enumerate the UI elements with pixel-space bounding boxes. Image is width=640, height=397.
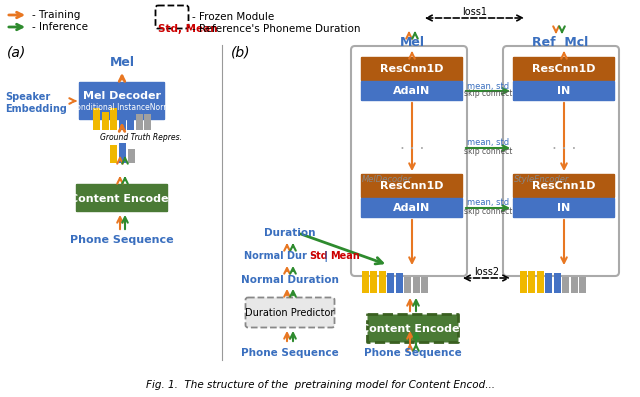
Bar xyxy=(127,110,134,130)
FancyBboxPatch shape xyxy=(362,198,463,218)
FancyBboxPatch shape xyxy=(367,314,458,343)
FancyBboxPatch shape xyxy=(77,185,168,212)
FancyBboxPatch shape xyxy=(513,198,614,218)
Bar xyxy=(144,114,151,130)
Text: Duration Predictor: Duration Predictor xyxy=(245,308,335,318)
Text: · · ·: · · · xyxy=(400,143,424,158)
Text: mean, std: mean, std xyxy=(467,198,509,208)
FancyBboxPatch shape xyxy=(351,46,467,276)
Text: - Training: - Training xyxy=(32,10,81,20)
Text: Phone Sequence: Phone Sequence xyxy=(70,235,174,245)
FancyBboxPatch shape xyxy=(362,58,463,81)
Bar xyxy=(563,277,569,293)
Text: |: | xyxy=(321,251,332,262)
Bar xyxy=(118,110,125,130)
FancyBboxPatch shape xyxy=(362,81,463,100)
FancyBboxPatch shape xyxy=(513,175,614,197)
Text: - Frozen Module: - Frozen Module xyxy=(192,12,275,22)
Text: ResCnn1D: ResCnn1D xyxy=(380,181,444,191)
Text: Std, Mean: Std, Mean xyxy=(158,24,218,34)
Text: skip connect: skip connect xyxy=(464,206,512,216)
FancyBboxPatch shape xyxy=(156,6,189,29)
FancyBboxPatch shape xyxy=(362,175,463,197)
Text: Speaker
Embedding: Speaker Embedding xyxy=(5,92,67,114)
Text: MelDecoder: MelDecoder xyxy=(362,175,412,185)
Text: skip connect: skip connect xyxy=(464,89,512,98)
Text: mean, std: mean, std xyxy=(467,81,509,91)
Text: loss1: loss1 xyxy=(463,7,488,17)
Text: (b): (b) xyxy=(231,45,250,59)
Text: ResCnn1D: ResCnn1D xyxy=(532,64,596,74)
Bar xyxy=(413,277,420,293)
Bar xyxy=(118,143,125,163)
Text: Mel: Mel xyxy=(399,35,424,48)
Text: Content Encoder: Content Encoder xyxy=(70,194,174,204)
Text: - Reference's Phoneme Duration: - Reference's Phoneme Duration xyxy=(192,24,360,34)
Text: AdaIN: AdaIN xyxy=(394,203,431,213)
FancyBboxPatch shape xyxy=(503,46,619,276)
Bar xyxy=(396,273,403,293)
Text: - Inference: - Inference xyxy=(32,22,88,32)
Text: IN: IN xyxy=(557,86,571,96)
Text: Normal Dur ·: Normal Dur · xyxy=(244,251,317,261)
Text: Mean: Mean xyxy=(330,251,360,261)
Text: Conditional InstanceNorm.: Conditional InstanceNorm. xyxy=(71,102,173,112)
FancyBboxPatch shape xyxy=(513,58,614,81)
Bar xyxy=(371,271,377,293)
FancyBboxPatch shape xyxy=(79,83,164,119)
Bar xyxy=(110,108,117,130)
Bar xyxy=(379,271,386,293)
Text: StyleEncoder: StyleEncoder xyxy=(514,175,570,185)
Text: Content Encoder: Content Encoder xyxy=(361,324,465,334)
Text: · · ·: · · · xyxy=(552,143,576,158)
Bar xyxy=(404,277,412,293)
Text: Mel: Mel xyxy=(109,56,134,69)
Bar xyxy=(387,273,394,293)
Bar xyxy=(579,277,586,293)
Text: mean, std: mean, std xyxy=(467,139,509,148)
Bar xyxy=(127,149,134,163)
Text: Phone Sequence: Phone Sequence xyxy=(364,348,462,358)
Bar xyxy=(520,271,527,293)
Bar xyxy=(93,108,100,130)
Text: Ref  Mcl: Ref Mcl xyxy=(532,35,588,48)
Bar xyxy=(528,271,535,293)
Bar xyxy=(136,114,143,130)
Text: AdaIN: AdaIN xyxy=(394,86,431,96)
Text: ResCnn1D: ResCnn1D xyxy=(532,181,596,191)
Bar xyxy=(545,273,552,293)
Text: (a): (a) xyxy=(7,45,26,59)
Bar xyxy=(554,273,561,293)
Bar xyxy=(362,271,369,293)
Text: ResCnn1D: ResCnn1D xyxy=(380,64,444,74)
Text: Std: Std xyxy=(309,251,328,261)
Text: Duration: Duration xyxy=(264,228,316,238)
Text: loss2: loss2 xyxy=(474,267,500,277)
Text: Mel Decoder: Mel Decoder xyxy=(83,91,161,101)
Bar xyxy=(537,271,544,293)
Bar xyxy=(421,277,428,293)
Text: Fig. 1.  The structure of the  pretraining model for Content Encod...: Fig. 1. The structure of the pretraining… xyxy=(145,380,495,390)
Text: IN: IN xyxy=(557,203,571,213)
Text: Phone Sequence: Phone Sequence xyxy=(241,348,339,358)
Text: Normal Duration: Normal Duration xyxy=(241,275,339,285)
Text: Ground Truth Repres.: Ground Truth Repres. xyxy=(100,133,182,141)
FancyBboxPatch shape xyxy=(246,297,335,328)
Bar xyxy=(102,112,109,130)
Text: skip connect: skip connect xyxy=(464,146,512,156)
Bar xyxy=(109,145,116,163)
Bar xyxy=(571,277,578,293)
FancyBboxPatch shape xyxy=(513,81,614,100)
